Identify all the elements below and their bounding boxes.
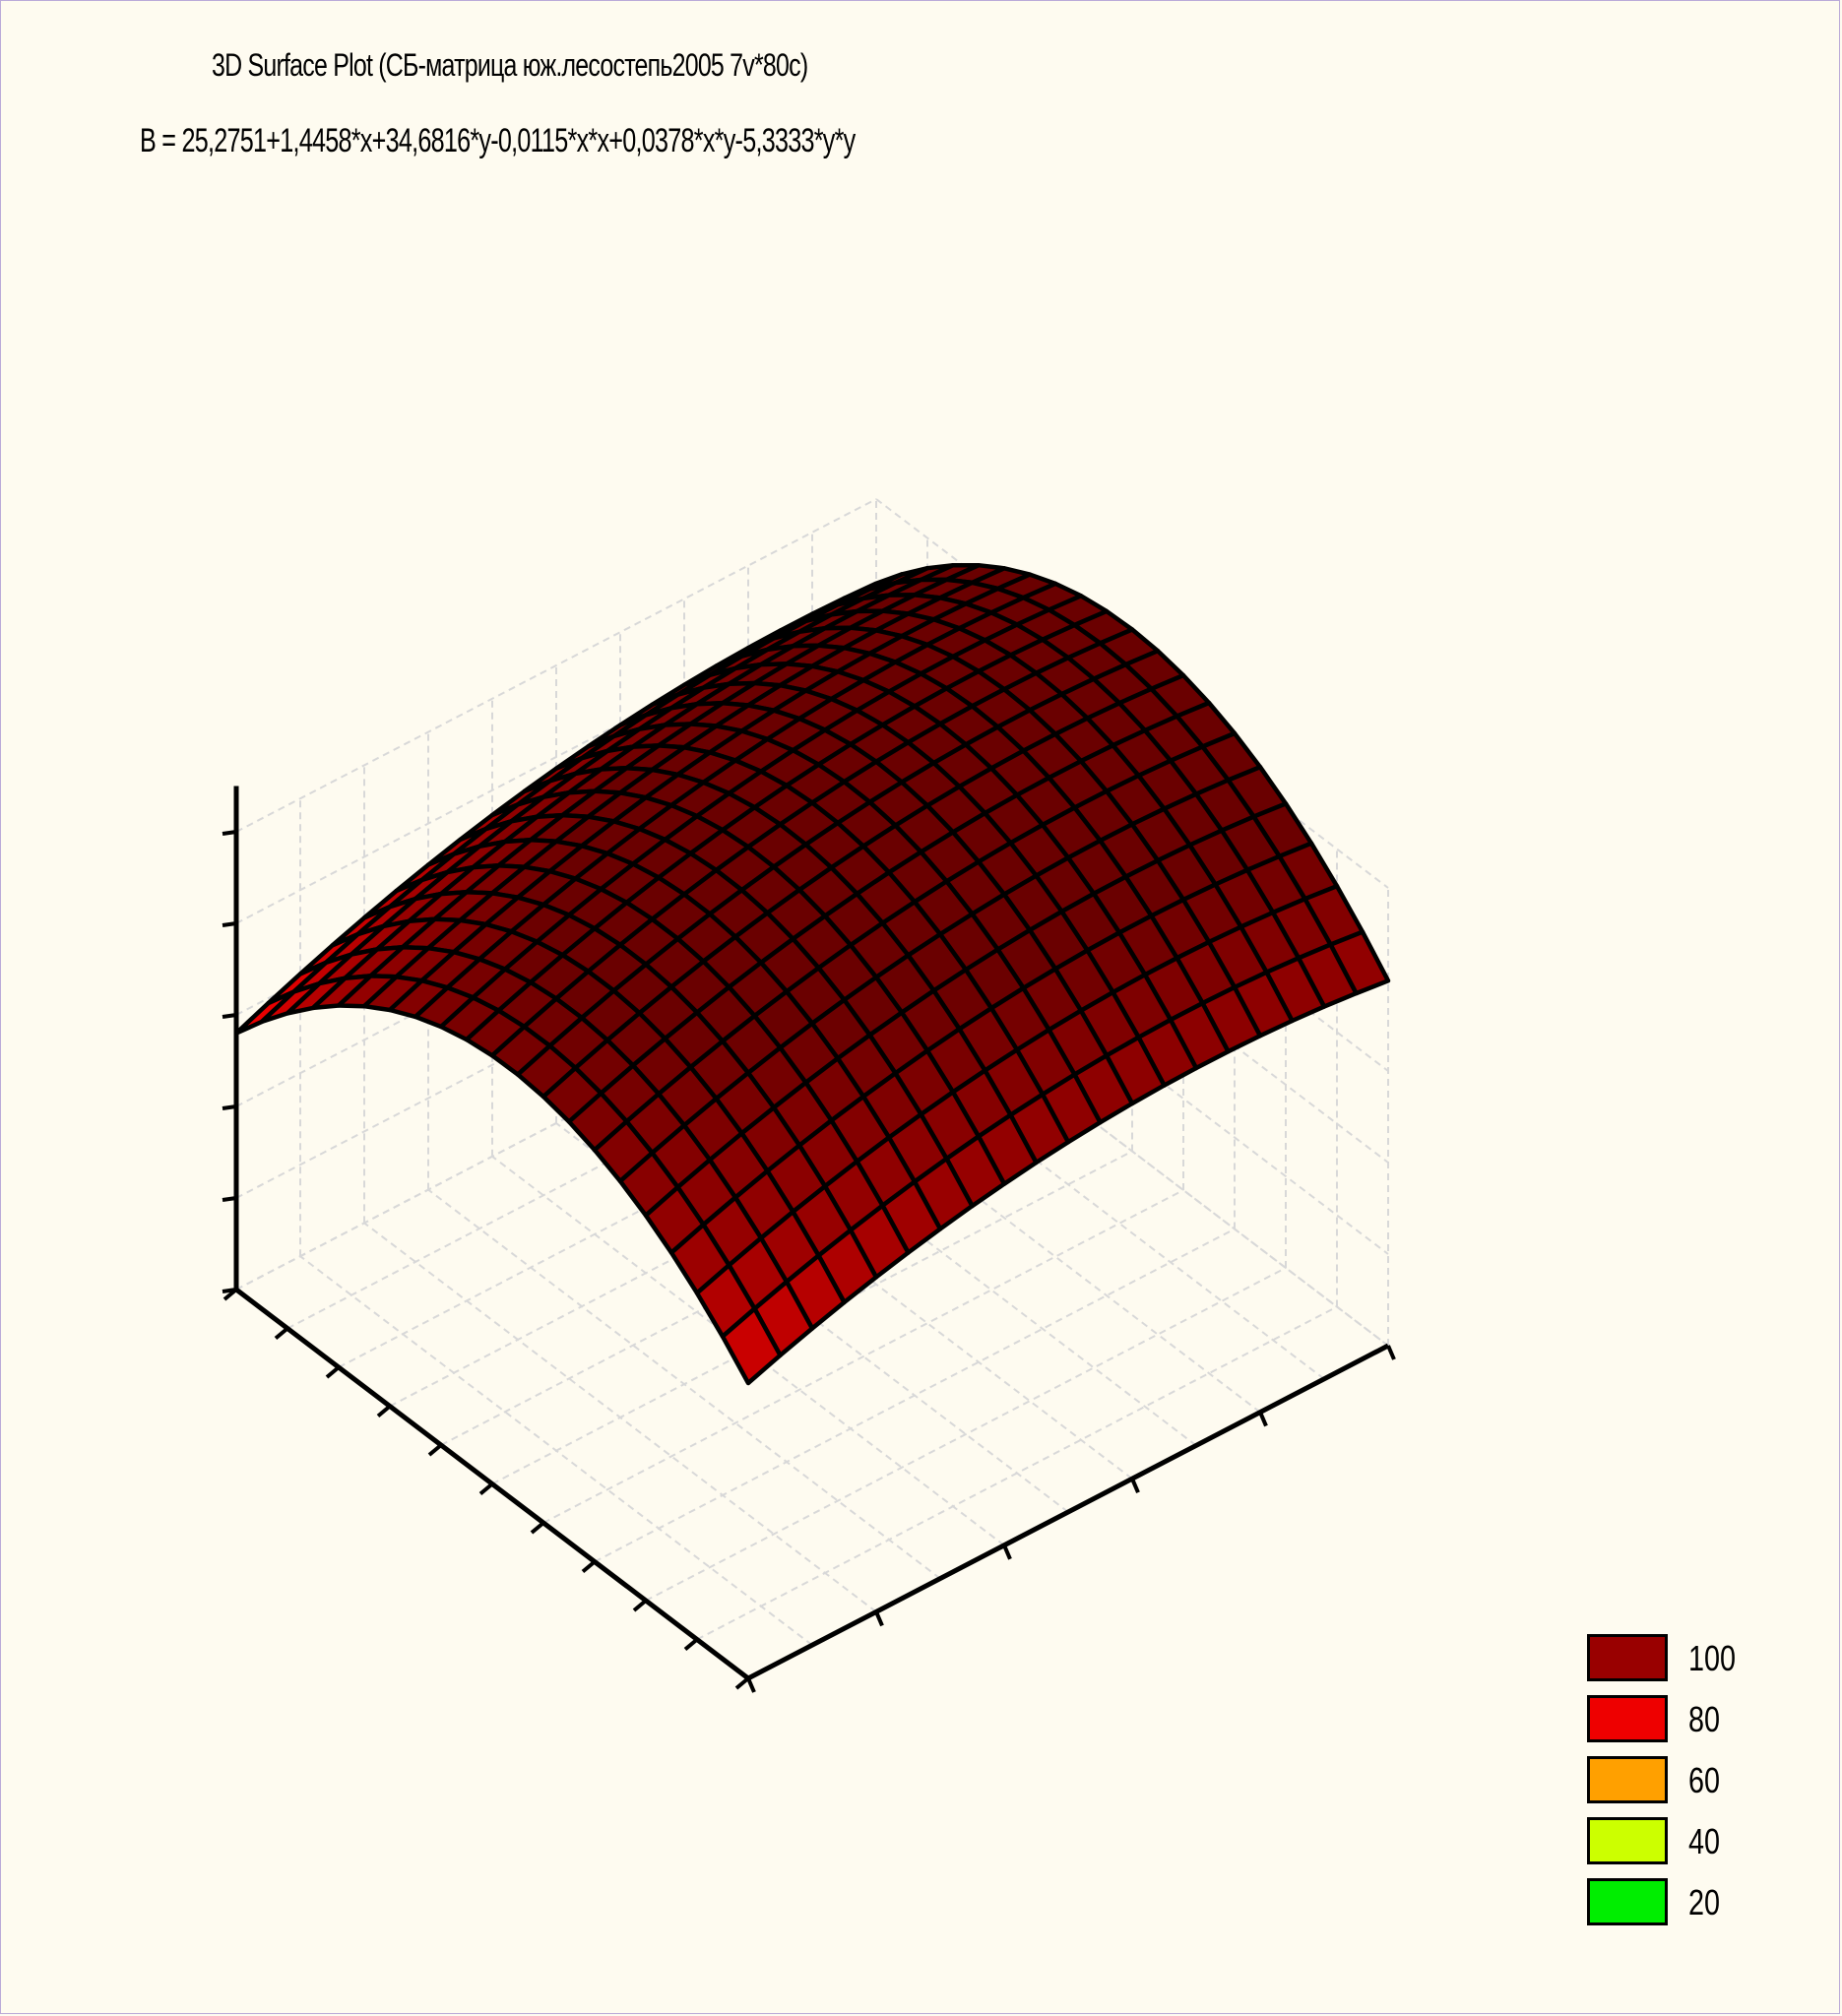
legend-label: 80 [1688,1699,1721,1739]
axis-tick-marks [222,830,1396,1693]
x-axis-line [746,1343,1390,1681]
y-tick [530,1521,545,1535]
floor-grid-line [645,1267,1287,1602]
y-tick [376,1404,392,1418]
z-tick [222,1013,237,1019]
y-tick [222,1288,238,1301]
legend-label: 20 [1688,1882,1721,1922]
surface-cell [720,1306,783,1386]
y-tick [632,1599,648,1612]
legend-swatch [1587,1756,1668,1803]
x-tick [1130,1478,1140,1493]
y-tick [581,1559,597,1574]
back-grid-line [235,590,877,924]
legend-swatch [1587,1695,1668,1742]
z-tick [222,921,237,927]
back-grid-line [235,498,877,833]
legend-label: 100 [1688,1638,1737,1678]
x-tick [746,1677,756,1693]
y-tick [274,1326,289,1341]
surface-mesh [233,562,1391,1386]
z-tick [222,1196,237,1202]
y-tick [325,1365,341,1379]
floor-grid-line [542,1189,1184,1524]
legend-swatch [1587,1878,1668,1925]
legend-label: 40 [1688,1821,1721,1861]
legend-swatch [1587,1817,1668,1864]
chart-title: 3D Surface Plot (СБ-матрица юж.лесостепь… [212,47,808,83]
z-tick [222,1104,237,1110]
y-tick [478,1481,494,1496]
x-tick [874,1610,884,1627]
legend-label: 60 [1688,1760,1721,1800]
floor-grid-line [235,956,877,1291]
y-tick [683,1637,699,1652]
y-tick [427,1443,443,1457]
z-tick [222,830,237,836]
x-tick [1258,1411,1268,1427]
y-tick [734,1676,750,1690]
x-tick [1002,1544,1012,1560]
x-tick [1386,1345,1396,1360]
legend-swatch [1587,1634,1668,1681]
chart-equation: B = 25,2751+1,4458*x+34,6816*y-0,0115*x*… [140,122,856,159]
